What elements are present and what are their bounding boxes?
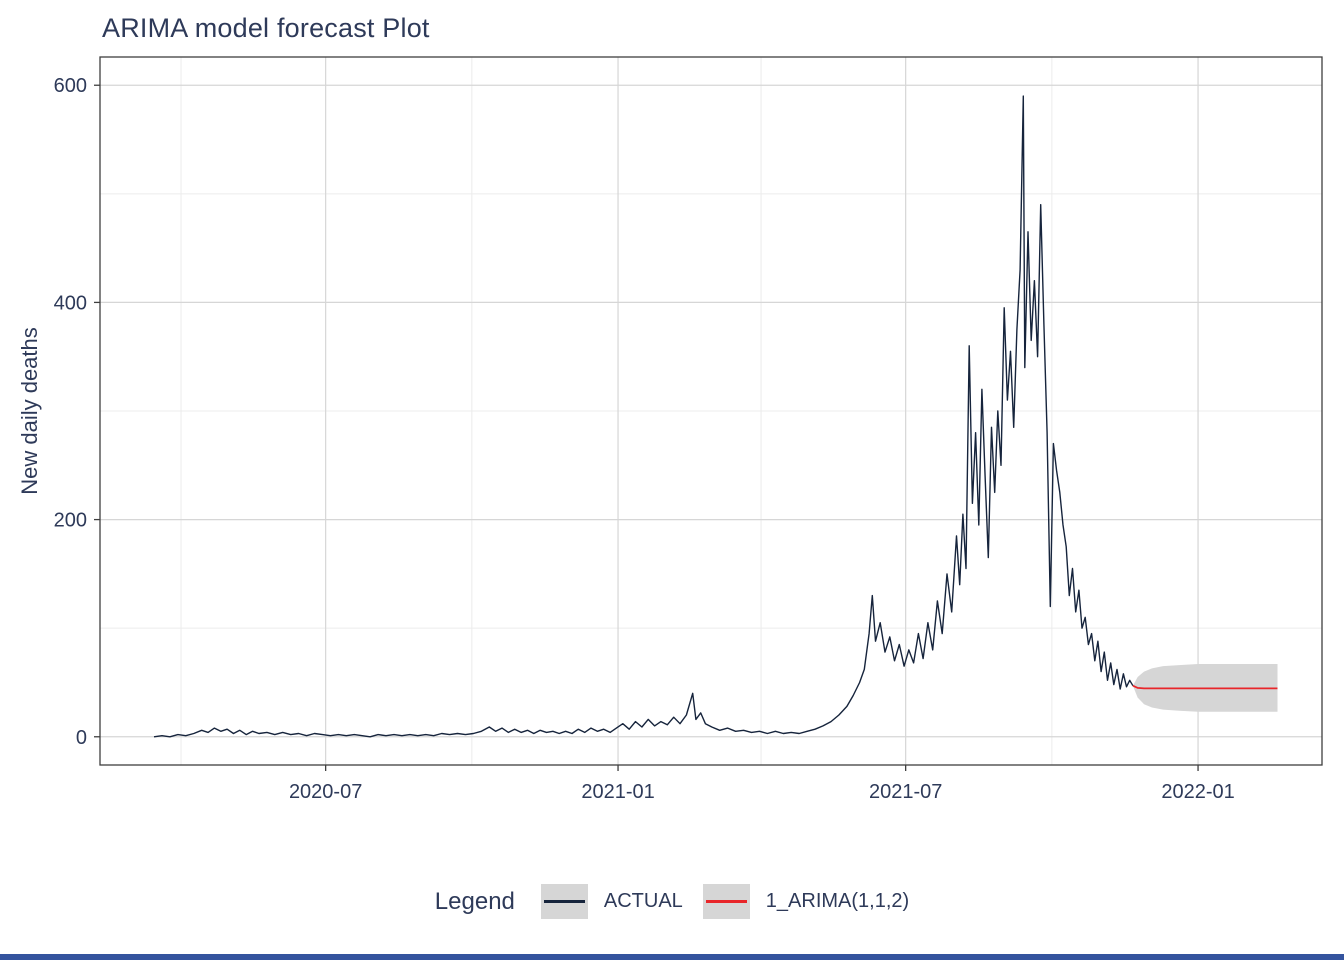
legend-entry-actual: ACTUAL (540, 884, 683, 919)
legend-line-arima (705, 900, 747, 903)
legend-key-arima (702, 884, 750, 919)
legend: Legend ACTUAL 1_ARIMA(1,1,2) (0, 884, 1344, 919)
y-tick-label: 200 (54, 510, 87, 532)
x-tick-label: 2021-07 (869, 781, 942, 803)
legend-entry-arima: 1_ARIMA(1,1,2) (702, 884, 910, 919)
legend-line-actual (543, 900, 585, 903)
forecast-line (1132, 684, 1278, 690)
y-tick-label: 0 (76, 727, 87, 749)
x-tick-label: 2022-01 (1161, 781, 1234, 803)
y-tick-label: 400 (54, 292, 87, 314)
y-tick-label: 600 (54, 75, 87, 97)
legend-label-actual: ACTUAL (603, 890, 683, 912)
legend-title: Legend (434, 887, 515, 915)
legend-label-arima: 1_ARIMA(1,1,2) (765, 890, 910, 912)
panel-border (99, 56, 1323, 766)
actual-line (153, 95, 1134, 738)
forecast-plot-canvas: 2020-07 2021-01 2021-07 2022-01 0 200 400 600 (54, 56, 1323, 803)
x-tick-label: 2021-01 (581, 781, 654, 803)
x-tick-label: 2020-07 (289, 781, 362, 803)
chart-title: ARIMA model forecast Plot (102, 13, 430, 43)
legend-key-actual (540, 884, 588, 919)
bottom-edge-bar (0, 954, 1344, 960)
